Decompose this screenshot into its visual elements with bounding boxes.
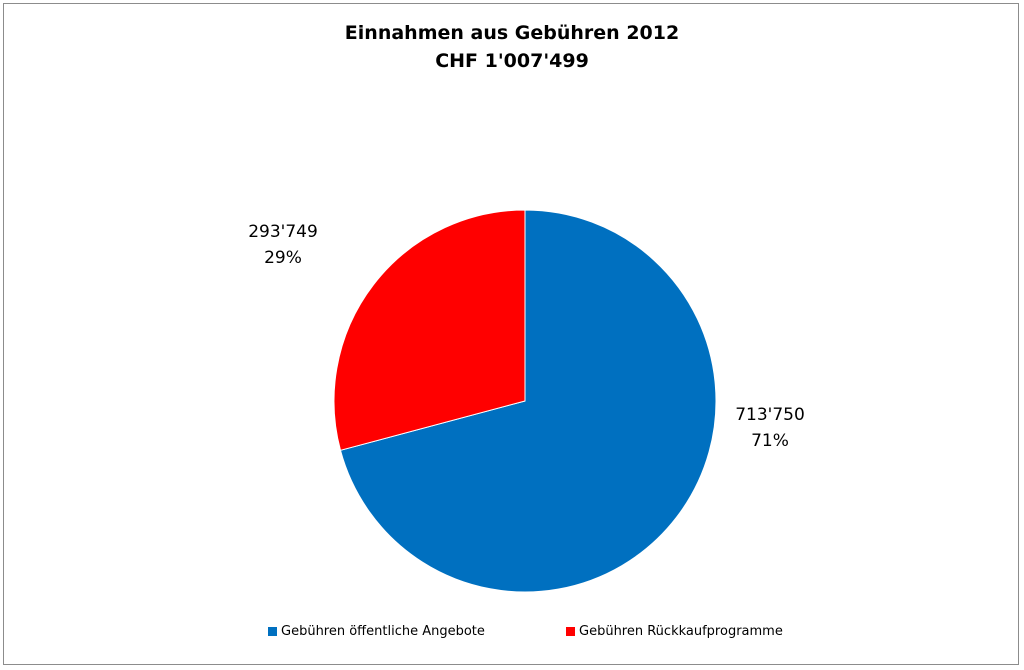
data-label-value-1: 293'749 <box>248 222 318 242</box>
legend-swatch-1 <box>566 627 575 636</box>
data-label-percent-0: 71% <box>751 431 789 451</box>
legend-label-0: Gebühren öffentliche Angebote <box>281 624 485 639</box>
data-label-percent-1: 29% <box>264 248 302 268</box>
legend-swatch-0 <box>268 627 277 636</box>
legend: Gebühren öffentliche Angebote Gebühren R… <box>0 624 1024 644</box>
legend-item-0: Gebühren öffentliche Angebote <box>268 624 485 639</box>
pie-slice-1 <box>333 209 526 451</box>
chart-title: Einnahmen aus Gebühren 2012 <box>344 22 680 44</box>
pie-slice-0 <box>339 209 717 593</box>
legend-label-1: Gebühren Rückkaufprogramme <box>579 624 783 639</box>
data-label-slice-1: 293'749 29% <box>223 219 343 271</box>
chart-subtitle: CHF 1'007'499 <box>435 50 589 72</box>
data-label-slice-0: 713'750 71% <box>710 402 830 454</box>
data-label-value-0: 713'750 <box>735 405 805 425</box>
legend-item-1: Gebühren Rückkaufprogramme <box>566 624 783 639</box>
